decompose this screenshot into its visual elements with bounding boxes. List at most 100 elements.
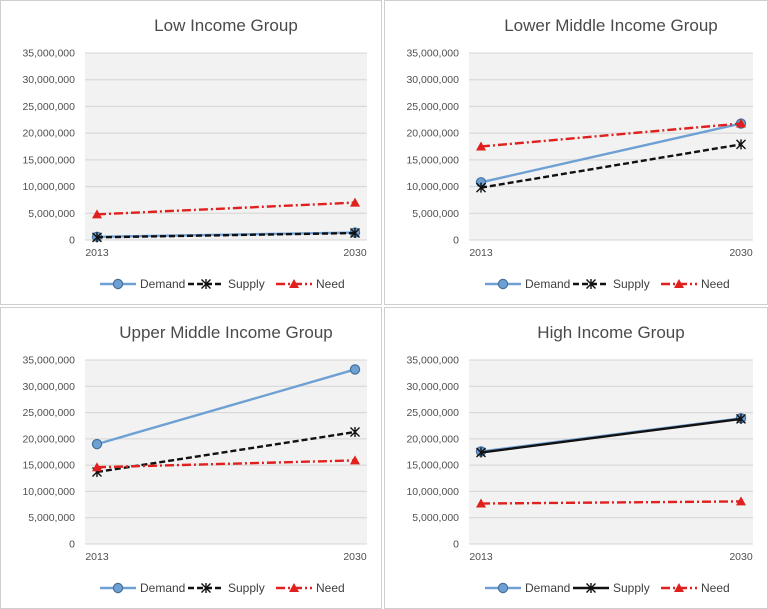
data-point-need: [92, 209, 102, 219]
series-line-supply: [480, 143, 742, 189]
legend-item-supply: Supply: [188, 277, 265, 291]
legend-marker: [112, 278, 124, 290]
y-tick-label: 0: [453, 235, 459, 247]
legend-label: Demand: [525, 277, 570, 291]
chart-title: Lower Middle Income Group: [504, 16, 718, 35]
legend-marker: [289, 583, 299, 592]
y-tick-label: 20,000,000: [406, 128, 459, 140]
legend-marker: [674, 279, 684, 288]
y-tick-label: 35,000,000: [22, 355, 75, 367]
x-tick-label: 2013: [469, 247, 493, 259]
y-tick-label: 35,000,000: [406, 355, 459, 367]
series-demand: [91, 364, 361, 450]
legend-item-demand: Demand: [100, 581, 185, 595]
chart-panel-high-income: High Income Group 0 5,000,000 10,000,000 15,…: [384, 307, 768, 609]
y-tick-label: 5,000,000: [28, 208, 75, 220]
chart-panel-upper-middle-income: Upper Middle Income Group 0 5,000,000 10,00…: [0, 307, 382, 609]
plot-area: [469, 360, 753, 544]
x-tick-label: 2013: [469, 551, 493, 563]
legend-marker: [112, 582, 124, 594]
y-tick-label: 5,000,000: [28, 512, 75, 524]
series-supply: [476, 413, 746, 458]
chart-svg: Low Income Group 0 5,000,000 10,000,000 15,0…: [22, 16, 367, 291]
series-need: [476, 118, 746, 151]
y-tick-label: 15,000,000: [406, 154, 459, 166]
legend-marker: [586, 583, 596, 593]
plot-area: [469, 53, 753, 240]
legend-label: Supply: [228, 581, 265, 595]
legend-marker: [497, 278, 509, 290]
data-point-demand: [91, 438, 103, 450]
legend-item-supply: Supply: [188, 581, 265, 595]
series-supply: [92, 228, 360, 243]
series-line-need: [480, 500, 742, 505]
series-line-supply: [96, 430, 356, 474]
legend-item-need: Need: [661, 581, 730, 595]
series-need: [92, 455, 360, 472]
data-point-demand: [349, 364, 361, 375]
legend-label: Demand: [140, 581, 185, 595]
series-need: [476, 496, 746, 508]
legend: Demand Supply Need: [100, 581, 345, 595]
series-line-demand: [96, 368, 356, 446]
x-tick-label: 2030: [729, 247, 753, 259]
y-tick-label: 30,000,000: [406, 381, 459, 393]
y-tick-label: 20,000,000: [22, 433, 75, 445]
legend-item-supply: Supply: [573, 581, 650, 595]
data-point-need: [350, 197, 360, 207]
chart-title: Low Income Group: [154, 16, 298, 35]
chart-svg: High Income Group 0 5,000,000 10,000,000 15,…: [406, 323, 753, 595]
legend: Demand Supply Need: [485, 581, 730, 595]
y-tick-label: 5,000,000: [412, 512, 459, 524]
y-tick-label: 25,000,000: [22, 407, 75, 419]
y-tick-label: 30,000,000: [406, 74, 459, 86]
y-tick-label: 0: [453, 539, 459, 551]
series-line-supply: [480, 417, 742, 454]
legend-marker: [201, 279, 211, 289]
data-point-need: [736, 496, 746, 506]
y-tick-label: 15,000,000: [22, 154, 75, 166]
data-point-need: [736, 118, 746, 128]
x-tick-label: 2030: [343, 247, 367, 259]
legend-label: Need: [701, 581, 730, 595]
legend-label: Need: [316, 581, 345, 595]
y-tick-label: 15,000,000: [22, 460, 75, 472]
legend-marker: [497, 582, 509, 594]
legend-label: Need: [316, 277, 345, 291]
x-tick-label: 2013: [85, 551, 109, 563]
y-tick-label: 10,000,000: [22, 181, 75, 193]
chart-title: Upper Middle Income Group: [119, 323, 333, 342]
data-point-supply: [350, 427, 360, 438]
data-point-supply: [736, 413, 746, 424]
y-tick-label: 30,000,000: [22, 381, 75, 393]
y-tick-label: 5,000,000: [412, 208, 459, 220]
legend-item-supply: Supply: [573, 277, 650, 291]
chart-panel-low-income: Low Income Group 0 5,000,000 10,000,000 15,0…: [0, 0, 382, 305]
legend-label: Demand: [140, 277, 185, 291]
y-tick-label: 25,000,000: [406, 101, 459, 113]
legend-label: Supply: [228, 277, 265, 291]
legend-label: Supply: [613, 581, 650, 595]
series-line-need: [480, 122, 742, 148]
chart-panel-lower-middle-income: Lower Middle Income Group 0 5,000,000 10,00…: [384, 0, 768, 305]
chart-svg: Upper Middle Income Group 0 5,000,000 10,00…: [22, 323, 367, 595]
y-tick-label: 20,000,000: [22, 128, 75, 140]
legend-item-demand: Demand: [485, 277, 570, 291]
series-line-supply: [96, 231, 356, 239]
data-point-need: [350, 455, 360, 465]
legend-item-need: Need: [276, 581, 345, 595]
plot-area: [85, 53, 367, 240]
x-tick-label: 2013: [85, 247, 109, 259]
legend-marker: [586, 279, 596, 289]
y-tick-label: 0: [69, 539, 75, 551]
series-need: [92, 197, 360, 219]
x-tick-label: 2030: [729, 551, 753, 563]
legend: Demand Supply Need: [100, 277, 345, 291]
y-tick-label: 15,000,000: [406, 460, 459, 472]
legend-item-need: Need: [276, 277, 345, 291]
y-tick-label: 25,000,000: [406, 407, 459, 419]
legend: Demand Supply Need: [485, 277, 730, 291]
legend-marker: [201, 583, 211, 593]
y-tick-label: 20,000,000: [406, 433, 459, 445]
